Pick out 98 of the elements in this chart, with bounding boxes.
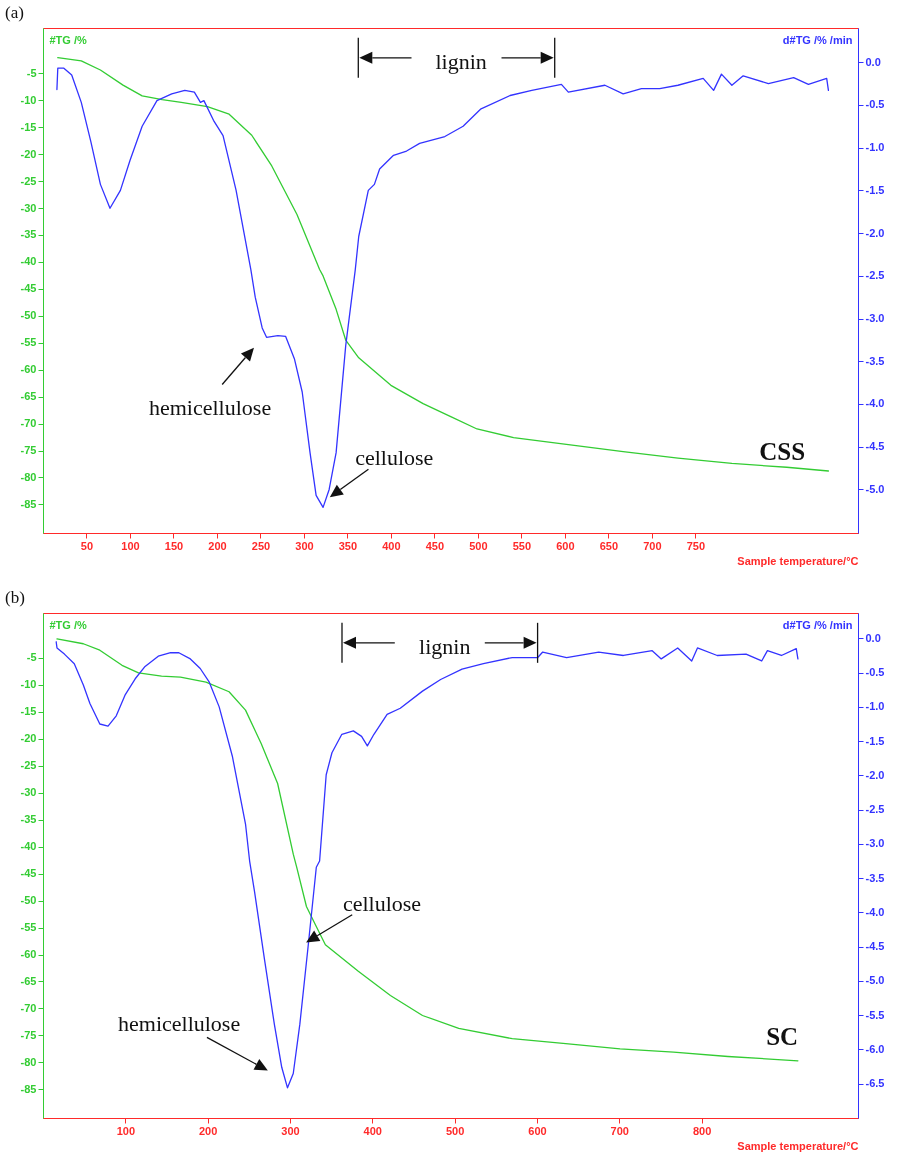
y-tick-label: -15 (20, 120, 37, 133)
y2-tick-label: -0.5 (865, 666, 885, 679)
x-tick-label: 50 (80, 539, 94, 552)
y2-tick-label: -3.0 (865, 312, 885, 325)
y-tick-label: -25 (20, 759, 37, 772)
y2-tick-label: -3.0 (865, 837, 885, 850)
y-tick-label: -65 (20, 975, 37, 987)
y-tick-label: -65 (20, 390, 37, 403)
y-tick-label: -75 (20, 444, 37, 457)
y-tick-label: -75 (20, 1028, 37, 1041)
y2-tick-label: 0.0 (865, 631, 881, 644)
y-axis-title: #TG /% (49, 33, 88, 46)
annotation: hemicellulose (148, 395, 272, 421)
y2-tick-label: -1.0 (865, 700, 885, 713)
y-tick-label: -15 (20, 705, 37, 718)
y2-tick-label: -2.5 (865, 269, 885, 282)
y-tick-label: -85 (20, 1082, 37, 1095)
y-axis-title: #TG /% (49, 618, 88, 631)
x-tick-label: 450 (425, 539, 445, 552)
y2-tick-label: -5.0 (865, 482, 885, 495)
y2-tick-label: -4.5 (865, 940, 885, 953)
y-tick-label: -80 (20, 470, 37, 483)
y2-axis-title: d#TG /% /min (782, 618, 853, 631)
y-tick-label: -55 (20, 336, 37, 349)
y-tick-label: -60 (20, 363, 37, 376)
y-tick-label: -5 (26, 651, 37, 664)
x-tick-label: 600 (528, 1124, 547, 1137)
y-tick-label: -10 (20, 93, 37, 106)
y-tick-label: -10 (20, 678, 37, 691)
annotation: CSS (759, 438, 806, 466)
y-tick-label: -50 (20, 894, 37, 907)
y-tick-label: -70 (20, 417, 37, 430)
y2-tick-label: -5.0 (865, 974, 885, 987)
y-tick-label: -35 (20, 813, 37, 826)
y2-tick-label: -1.0 (865, 141, 885, 154)
x-tick-label: 400 (363, 1124, 382, 1137)
y2-tick-label: -2.0 (865, 226, 885, 239)
y2-tick-label: -4.0 (865, 905, 885, 918)
x-tick-label: 250 (251, 539, 271, 552)
annotation: lignin (435, 48, 487, 74)
y-tick-label: -70 (20, 1001, 37, 1014)
y2-tick-label: -3.5 (865, 871, 885, 884)
x-tick-label: 650 (599, 539, 619, 552)
annotation: cellulose (342, 890, 422, 916)
y-tick-label: -45 (20, 867, 37, 880)
annotation: SC (766, 1023, 799, 1051)
y-tick-label: -40 (20, 840, 37, 853)
y2-tick-label: -6.5 (865, 1077, 885, 1090)
y-tick-label: -5 (26, 66, 37, 79)
y-tick-label: -80 (20, 1055, 37, 1068)
x-tick-label: 700 (610, 1124, 629, 1137)
y2-tick-label: -2.5 (865, 803, 885, 816)
x-axis-title: Sample temperature/°C (737, 554, 859, 567)
y2-tick-label: -2.0 (865, 768, 885, 781)
x-axis-title: Sample temperature/°C (737, 1139, 859, 1152)
y2-tick-label: -3.5 (865, 354, 885, 367)
y-tick-label: -55 (20, 921, 37, 934)
chart-title: (a) (5, 3, 24, 22)
x-tick-label: 800 (692, 1124, 712, 1137)
x-tick-label: 150 (164, 539, 184, 552)
y-tick-label: -30 (20, 201, 37, 214)
y-tick-label: -20 (20, 147, 37, 160)
x-tick-label: 750 (686, 539, 706, 552)
x-tick-label: 200 (198, 1124, 218, 1137)
y-tick-label: -25 (20, 174, 37, 187)
x-tick-label: 100 (116, 1124, 135, 1137)
x-tick-label: 700 (643, 539, 662, 552)
x-tick-label: 350 (338, 539, 358, 552)
x-tick-label: 500 (445, 1124, 465, 1137)
y2-tick-label: 0.0 (865, 55, 881, 68)
y-tick-label: -85 (20, 497, 37, 510)
y2-tick-label: -4.5 (865, 440, 885, 453)
y-tick-label: -20 (20, 732, 37, 745)
y2-axis-title: d#TG /% /min (782, 33, 853, 46)
y-tick-label: -60 (20, 948, 37, 961)
x-tick-label: 550 (512, 539, 532, 552)
x-tick-label: 300 (281, 1124, 300, 1137)
x-tick-label: 400 (382, 539, 401, 552)
x-tick-label: 200 (208, 539, 227, 552)
annotation: lignin (419, 633, 471, 659)
annotation: cellulose (355, 445, 434, 471)
y2-tick-label: -1.5 (865, 183, 885, 196)
y-tick-label: -30 (20, 786, 37, 799)
x-tick-label: 600 (556, 539, 575, 552)
x-tick-label: 500 (469, 539, 488, 552)
y2-tick-label: -6.0 (865, 1042, 885, 1055)
y2-tick-label: -1.5 (865, 734, 885, 747)
y-tick-label: -40 (20, 255, 37, 268)
y2-tick-label: -5.5 (865, 1008, 885, 1021)
chart-title: (b) (5, 588, 25, 607)
y-tick-label: -35 (20, 228, 37, 241)
y2-tick-label: -4.0 (865, 397, 885, 410)
x-tick-label: 100 (121, 539, 140, 552)
x-tick-label: 300 (295, 539, 314, 552)
y2-tick-label: -0.5 (865, 98, 885, 111)
y-tick-label: -50 (20, 309, 37, 322)
y-tick-label: -45 (20, 282, 37, 295)
annotation: hemicellulose (118, 1010, 241, 1036)
